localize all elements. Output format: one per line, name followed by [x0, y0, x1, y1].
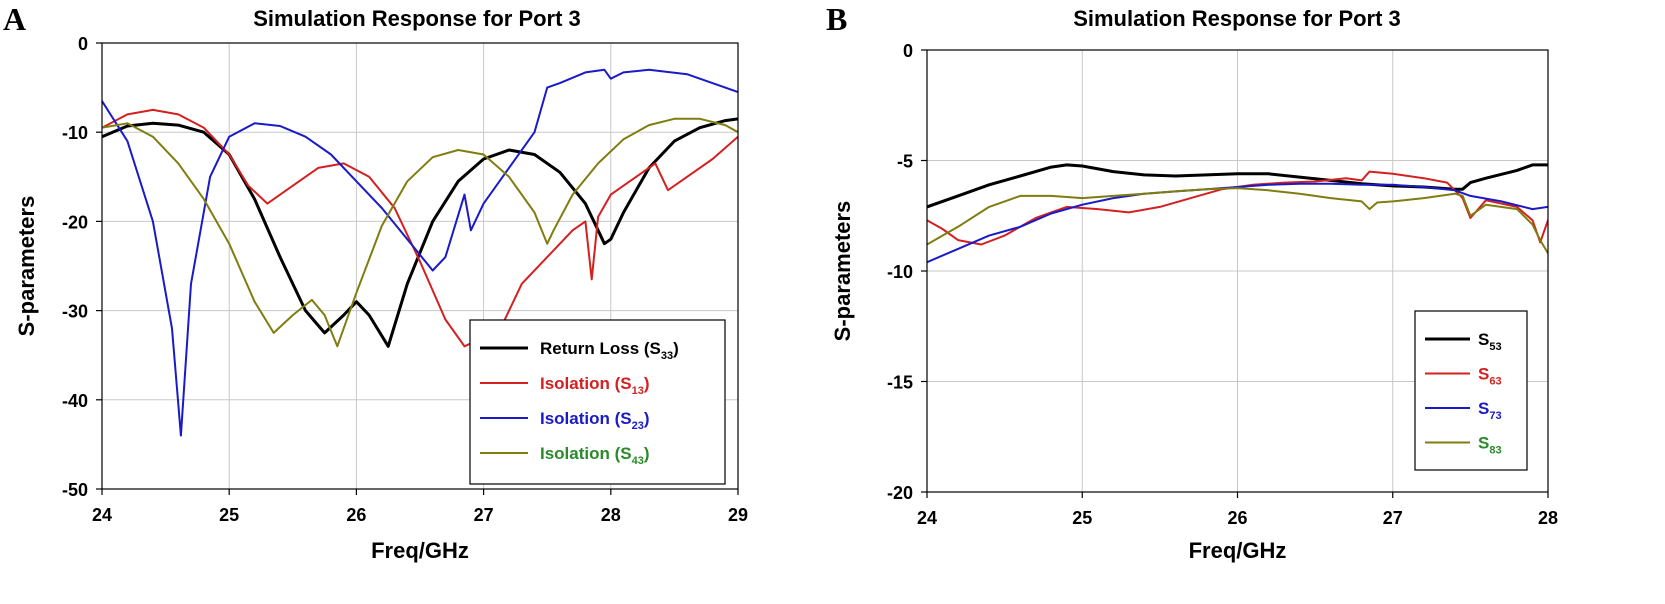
- y-tick-label: -15: [887, 373, 913, 393]
- x-axis-label: Freq/GHz: [1189, 538, 1287, 563]
- series-line-s73: [927, 182, 1548, 264]
- legend-label-main: S: [1478, 365, 1489, 384]
- panel-letter: A: [3, 1, 26, 37]
- series-line-isolation-s23-: [102, 68, 738, 437]
- legend-label-0: S53: [1478, 330, 1502, 353]
- x-tick-label: 26: [346, 505, 366, 525]
- x-tick-label: 28: [601, 505, 621, 525]
- legend-label-1: S63: [1478, 365, 1502, 388]
- chart-title: Simulation Response for Port 3: [1073, 6, 1401, 31]
- y-tick-label: -40: [62, 391, 88, 411]
- y-tick-label: -10: [887, 262, 913, 282]
- y-tick-label: -50: [62, 480, 88, 500]
- legend-box: [1414, 310, 1528, 471]
- plot-frame: [101, 42, 739, 490]
- legend-label-main: S: [1478, 399, 1489, 418]
- legend-label-end: ): [644, 409, 650, 428]
- series-line-return-loss-s33-: [102, 117, 738, 348]
- x-tick-label: 27: [474, 505, 494, 525]
- y-tick-label: -5: [897, 152, 913, 172]
- legend-label-end: ): [644, 444, 650, 463]
- legend-label-1: Isolation (S13): [540, 374, 650, 397]
- legend-label-main: Isolation (S: [540, 374, 632, 393]
- legend-label-end: ): [673, 339, 679, 358]
- y-tick-label: -20: [887, 483, 913, 503]
- x-tick-label: 28: [1538, 508, 1558, 528]
- y-tick-label: -10: [62, 123, 88, 143]
- legend-label-subscript: 33: [661, 350, 673, 362]
- series-line-s83: [927, 187, 1548, 255]
- legend-label-0: Return Loss (S33): [540, 339, 679, 362]
- y-axis-label: S-parameters: [830, 201, 855, 342]
- legend-label-2: Isolation (S23): [540, 409, 650, 432]
- legend: Return Loss (S33)Isolation (S13)Isolatio…: [469, 319, 726, 485]
- legend-label-subscript: 43: [632, 455, 644, 467]
- legend-label-subscript: 53: [1489, 341, 1501, 353]
- legend-label-subscript: 23: [632, 420, 644, 432]
- series-line-isolation-s13-: [102, 108, 738, 348]
- x-tick-label: 25: [1072, 508, 1092, 528]
- y-tick-label: -20: [62, 212, 88, 232]
- x-tick-label: 26: [1227, 508, 1247, 528]
- legend-label-main: Isolation (S: [540, 444, 632, 463]
- y-tick-label: 0: [78, 34, 88, 54]
- legend-label-end: ): [644, 374, 650, 393]
- legend-label-3: Isolation (S43): [540, 444, 650, 467]
- chart-title: Simulation Response for Port 3: [253, 6, 581, 31]
- legend-label-main: S: [1478, 434, 1489, 453]
- x-tick-label: 29: [728, 505, 748, 525]
- chart-panel-a: A Simulation Response for Port 3 24 25 26 27 2…: [3, 1, 748, 563]
- legend-label-subscript: 83: [1489, 445, 1501, 457]
- x-tick-label: 24: [917, 508, 937, 528]
- legend-label-main: Return Loss (S: [540, 339, 661, 358]
- y-axis-label: S-parameters: [14, 196, 39, 337]
- x-axis-label: Freq/GHz: [371, 538, 469, 563]
- legend-label-subscript: 73: [1489, 410, 1501, 422]
- y-tick-label: 0: [903, 41, 913, 61]
- x-tick-label: 24: [92, 505, 112, 525]
- series-group: [102, 68, 738, 437]
- panel-letter: B: [826, 1, 847, 37]
- legend-label-subscript: 13: [632, 385, 644, 397]
- series-line-s53: [927, 163, 1548, 209]
- legend-label-2: S73: [1478, 399, 1502, 422]
- series-line-isolation-s43-: [102, 117, 738, 348]
- legend-label-main: S: [1478, 330, 1489, 349]
- legend-label-main: Isolation (S: [540, 409, 632, 428]
- legend-label-subscript: 63: [1489, 376, 1501, 388]
- x-tick-label: 27: [1383, 508, 1403, 528]
- chart-panel-b: B Simulation Response for Port 3 24 25 26 27 2…: [826, 1, 1558, 563]
- series-group: [927, 163, 1548, 264]
- legend-label-3: S83: [1478, 434, 1502, 457]
- x-tick-label: 25: [219, 505, 239, 525]
- y-tick-label: -30: [62, 302, 88, 322]
